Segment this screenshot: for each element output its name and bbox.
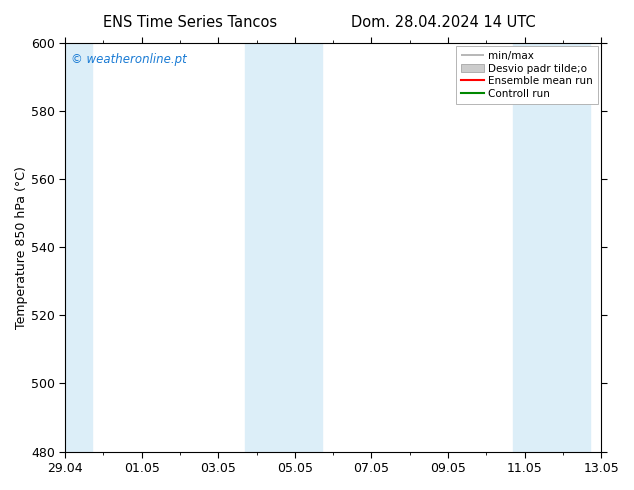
Text: ENS Time Series Tancos: ENS Time Series Tancos — [103, 15, 277, 30]
Text: Dom. 28.04.2024 14 UTC: Dom. 28.04.2024 14 UTC — [351, 15, 536, 30]
Bar — [283, 43, 321, 452]
Legend: min/max, Desvio padr tilde;o, Ensemble mean run, Controll run: min/max, Desvio padr tilde;o, Ensemble m… — [456, 46, 598, 104]
Bar — [65, 43, 92, 452]
Bar — [552, 43, 590, 452]
Bar — [513, 43, 552, 452]
Y-axis label: Temperature 850 hPa (°C): Temperature 850 hPa (°C) — [15, 166, 28, 328]
Bar — [245, 43, 283, 452]
Text: © weatheronline.pt: © weatheronline.pt — [70, 53, 186, 66]
